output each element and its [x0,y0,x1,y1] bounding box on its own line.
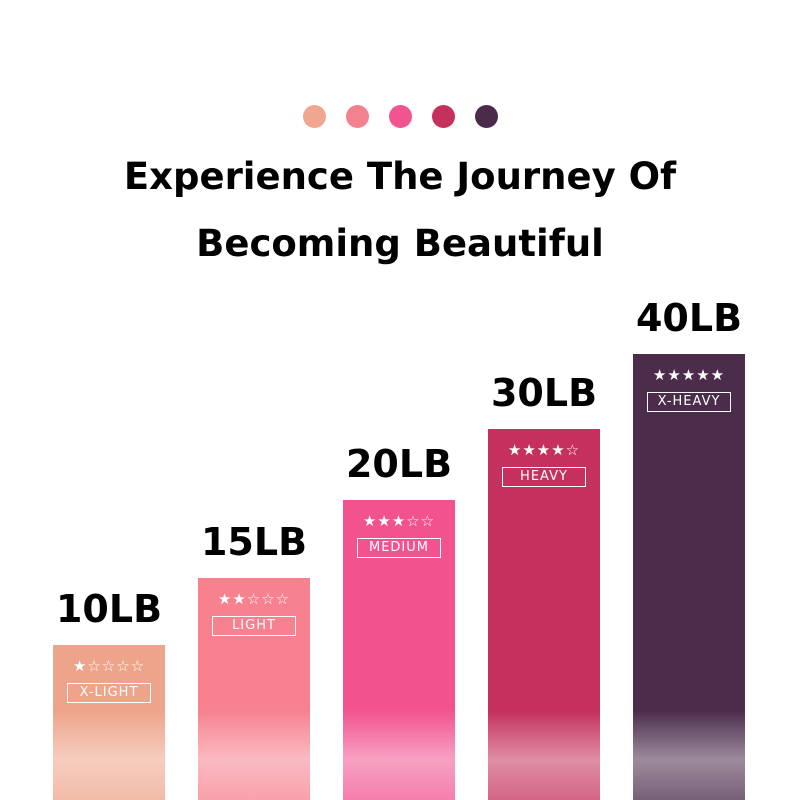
level-badge: LIGHT [212,616,296,636]
weight-label: 40LB [635,296,743,340]
star-rating-icon: ★★★★☆ [507,441,581,459]
color-dot [388,105,412,128]
color-dot [474,105,498,128]
color-dot [302,105,326,128]
star-rating-icon: ★★★☆☆ [362,512,436,530]
color-dot [431,105,455,128]
headline-line-1: Experience The Journey Of [123,155,677,198]
level-badge: X-HEAVY [647,392,731,412]
band-bar: ★★★★★ X-HEAVY [633,354,745,800]
headline-line-2: Becoming Beautiful [196,222,604,265]
band-bar: ★★☆☆☆ LIGHT [198,578,310,800]
band-bar: ★★★★☆ HEAVY [488,429,600,800]
star-rating-icon: ★★☆☆☆ [217,590,291,608]
weight-label: 10LB [55,587,163,631]
band-bar: ★★★☆☆ MEDIUM [343,500,455,800]
band-bar: ★☆☆☆☆ X-LIGHT [53,645,165,800]
level-badge: MEDIUM [357,538,441,558]
weight-label: 20LB [345,442,453,486]
weight-label: 30LB [490,371,598,415]
level-badge: HEAVY [502,467,586,487]
star-rating-icon: ★☆☆☆☆ [72,657,146,675]
color-dot [345,105,369,128]
star-rating-icon: ★★★★★ [652,366,726,384]
color-dots [0,105,800,128]
weight-label: 15LB [200,520,308,564]
level-badge: X-LIGHT [67,683,151,703]
